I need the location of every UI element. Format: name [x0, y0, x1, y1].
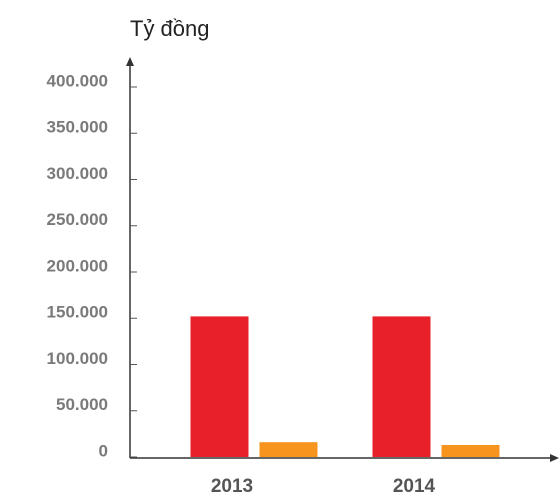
- x-axis-arrow: [550, 454, 559, 462]
- y-axis-arrow: [126, 57, 134, 66]
- bar: [190, 316, 249, 457]
- y-tick-label: 50.000: [56, 395, 108, 414]
- y-axis-label: Tỷ đồng: [130, 16, 210, 41]
- y-tick-label: 300.000: [47, 164, 108, 183]
- y-tick-label: 150.000: [47, 303, 108, 322]
- y-tick-label: 350.000: [47, 118, 108, 137]
- y-tick-label: 100.000: [47, 349, 108, 368]
- y-tick-label: 400.000: [47, 71, 108, 90]
- bar: [441, 444, 500, 457]
- y-tick-label: 250.000: [47, 210, 108, 229]
- y-tick-label: 0: [99, 441, 108, 460]
- x-tick-label: 2013: [211, 476, 253, 495]
- bar: [372, 316, 431, 457]
- x-tick-label: 2014: [393, 476, 436, 495]
- bar: [259, 442, 318, 457]
- y-tick-label: 200.000: [47, 256, 108, 275]
